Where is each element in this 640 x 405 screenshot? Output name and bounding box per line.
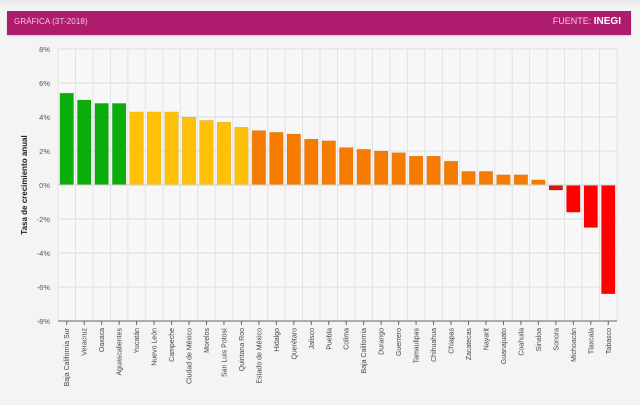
x-tick-label: Tamaulipas [414,328,421,364]
bar-chihuahua[interactable] [426,155,441,186]
bar-guanajuato[interactable] [496,174,511,186]
bar-aguascalientes[interactable] [112,103,127,186]
bar-estado-de-mexico[interactable] [251,130,267,186]
bar-quintana-roo[interactable] [234,126,249,186]
bar-hidalgo[interactable] [269,132,284,186]
bar-tamaulipas[interactable] [408,155,424,186]
x-tick-label: Chiapas [449,328,456,354]
bar-baja-california-sur[interactable] [59,92,74,186]
bar-oaxaca[interactable] [94,103,109,186]
bar-sinaloa[interactable] [531,179,546,186]
y-axis-ticks: 8% 6% 4% 2% 0% -2% -4% -6% -8% [37,45,51,326]
bar-tabasco[interactable] [601,184,616,295]
y-tick-label: 4% [39,113,50,122]
bar-chiapas[interactable] [443,160,459,186]
x-tick-label: Coahuila [518,328,525,356]
bar-sonora[interactable] [548,184,563,191]
bar-veracruz[interactable] [77,99,92,186]
bar-jalisco[interactable] [304,138,319,186]
x-tick-label: Tabasco [606,328,613,354]
y-tick-label: -8% [37,317,51,326]
x-tick-label: Jalisco [309,328,316,350]
x-tick-label: Yucatán [134,328,141,353]
top-strip [0,0,640,8]
x-tick-label: Sinaloa [536,328,543,351]
x-tick-label: Quintana Roo [239,328,246,371]
x-tick-label: Puebla [326,328,333,350]
x-tick-label: San Luis Potosí [221,328,228,377]
x-tick-label: Nuevo León [152,328,159,366]
x-tick-label: Aguascalientes [117,328,124,376]
y-tick-label: 0% [39,181,50,190]
x-tick-label: Oaxaca [99,328,106,352]
y-tick-label: 2% [39,147,50,156]
bar-campeche[interactable] [164,111,179,186]
x-tick-label: Campeche [169,328,176,362]
bar-zacatecas[interactable] [461,171,476,186]
source-prefix: FUENTE: [552,16,592,26]
source-name: INEGI [593,16,621,27]
x-tick-label: Querétaro [291,328,298,360]
bar-baja-california[interactable] [356,149,371,186]
x-tick-label: Baja California Sur [64,327,71,386]
x-tick-label: Estado de México [256,328,263,384]
x-tick-label: Zacatecas [466,328,473,361]
y-tick-label: -2% [37,215,51,224]
y-tick-label: -4% [37,249,51,258]
bar-nayarit[interactable] [478,171,494,186]
bar-queretaro[interactable] [286,133,301,186]
x-tick-label: Guerrero [396,328,403,356]
x-tick-label: Durango [379,328,386,355]
x-tick-label: Nayarit [483,328,490,350]
bar-puebla[interactable] [321,140,336,186]
x-tick-label: Chihuahua [431,328,438,362]
x-tick-label: Sonora [553,328,560,351]
x-tick-label: Baja California [361,328,368,374]
chart-header: GRÁFICA (3T-2018) FUENTE: INEGI [7,11,631,35]
x-tick-label: Colima [344,328,351,350]
bar-guerrero[interactable] [391,152,406,186]
x-tick-label: Tlaxcala [588,328,595,354]
chart-header-title: GRÁFICA (3T-2018) [14,17,88,26]
bar-san-luis-potosi[interactable] [216,121,232,186]
chart-source: FUENTE: INEGI [553,16,621,27]
y-axis-title: Tasa de crecimiento anual [20,135,29,234]
bar-nuevo-leon[interactable] [146,111,162,186]
bar-colima[interactable] [339,147,354,186]
x-axis-ticks: Baja California Sur Veracruz Oaxaca Aguasca… [58,320,617,386]
y-tick-label: -6% [37,283,51,292]
bar-morelos[interactable] [199,120,214,186]
bar-coahuila[interactable] [513,174,529,186]
x-tick-label: Ciudad de México [187,328,194,384]
y-tick-label: 6% [39,79,50,88]
y-tick-label: 8% [39,45,50,54]
bar-durango[interactable] [374,150,389,186]
chart-bars [58,92,617,295]
x-tick-label: Hidalgo [274,328,281,352]
x-tick-label: Michoacán [571,328,578,362]
x-tick-label: Veracruz [82,328,89,356]
x-tick-label: Morelos [204,328,211,353]
x-tick-label: Guanajuato [501,328,508,364]
bar-tlaxcala[interactable] [583,184,598,228]
bar-michoacan[interactable] [566,184,581,213]
bar-yucatan[interactable] [129,111,144,186]
bar-ciudad-de-mexico[interactable] [181,116,197,186]
